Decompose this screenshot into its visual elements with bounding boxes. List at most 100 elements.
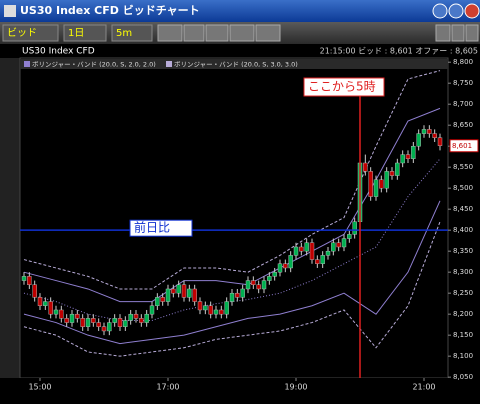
- candle-body: [187, 288, 192, 298]
- candle-body: [176, 284, 181, 294]
- period-select[interactable]: [63, 24, 107, 42]
- y-tick-label: 8,050: [453, 373, 473, 381]
- tool-button[interactable]: [451, 24, 465, 42]
- candle-body: [325, 250, 331, 256]
- candle-body: [91, 318, 96, 323]
- candle-body: [405, 154, 411, 159]
- candle-body: [379, 179, 384, 189]
- info-bar: [0, 44, 480, 58]
- candle-body: [75, 313, 80, 319]
- x-tick-label: 15:00: [28, 383, 51, 392]
- candle-body: [293, 246, 299, 256]
- x-tick-label: 21:00: [412, 383, 435, 392]
- y-tick-label: 8,100: [453, 352, 473, 360]
- last-price-box: [449, 139, 479, 153]
- period: 1日: [68, 28, 84, 39]
- y-tick-label: 8,700: [453, 100, 473, 108]
- candle-body: [213, 309, 219, 315]
- price-type: ビッド: [7, 27, 37, 39]
- candle-body: [144, 313, 149, 323]
- candle-body: [192, 288, 197, 302]
- candle-body: [117, 318, 123, 327]
- symbol: US30 Index CFD: [22, 47, 95, 57]
- price-type-select[interactable]: [2, 24, 59, 42]
- y-tick-label: 8,250: [453, 289, 473, 297]
- reference-label: 前日比: [134, 220, 170, 235]
- window-button[interactable]: [448, 3, 464, 19]
- candle-body: [53, 309, 59, 315]
- tool-button[interactable]: [255, 24, 281, 42]
- window-buttons[interactable]: [432, 3, 480, 19]
- candle-body: [69, 313, 75, 323]
- candle-body: [128, 313, 133, 321]
- candle-body: [363, 162, 368, 172]
- candle-body: [341, 238, 347, 248]
- candle-body: [37, 297, 43, 306]
- candle-body: [368, 171, 373, 197]
- marker-label: ここから5時: [308, 80, 376, 94]
- candle-body: [427, 129, 432, 134]
- candle-body: [107, 322, 112, 332]
- interval-select[interactable]: [111, 24, 153, 42]
- app-icon: [4, 5, 16, 17]
- candle-body: [133, 313, 139, 319]
- x-tick-label: 19:00: [284, 383, 307, 392]
- reference-label-box: [129, 219, 193, 237]
- candle-body: [261, 280, 267, 290]
- candle-body: [352, 221, 357, 235]
- y-tick-label: 8,300: [453, 268, 473, 276]
- legend-swatch: [166, 61, 172, 67]
- candle-body: [203, 305, 208, 311]
- candle-body: [277, 263, 283, 273]
- candle-body: [21, 276, 27, 281]
- candle-body: [331, 242, 336, 252]
- candle-body: [299, 246, 304, 252]
- candle-body: [395, 162, 400, 176]
- window-button[interactable]: [432, 3, 448, 19]
- y-tick-label: 8,750: [453, 79, 473, 87]
- legend-bar: [20, 59, 448, 69]
- quote: 21:15:00 ビッド : 8,601 オファー : 8,605: [320, 47, 478, 56]
- legend-entry: ボリンジャー・バンド (20.0, S, 3.0, 3.0): [174, 61, 298, 69]
- candle-body: [155, 297, 160, 306]
- tool-button[interactable]: [435, 24, 451, 42]
- candle-body: [315, 259, 320, 264]
- tool-button[interactable]: [183, 24, 205, 42]
- legend-entry: ボリンジャー・バンド (20.0, S, 2.0, 2.0): [32, 61, 156, 69]
- candle-body: [437, 137, 443, 146]
- tool-button[interactable]: [157, 24, 183, 42]
- y-tick-label: 8,450: [453, 205, 473, 213]
- candle-body: [235, 292, 240, 298]
- y-tick-label: 8,350: [453, 247, 473, 255]
- tool-button[interactable]: [465, 24, 479, 42]
- candle-body: [421, 129, 427, 134]
- y-tick-label: 8,800: [453, 58, 473, 66]
- candle-body: [80, 318, 85, 327]
- candle-body: [171, 288, 176, 294]
- candle-body: [101, 326, 107, 332]
- candle-body: [416, 133, 421, 147]
- candle-body: [309, 242, 315, 260]
- candle-body: [43, 301, 48, 306]
- candle-body: [32, 284, 37, 298]
- candle-body: [245, 280, 251, 290]
- candle-body: [27, 276, 32, 285]
- candle-body: [160, 297, 165, 302]
- tool-button[interactable]: [205, 24, 229, 42]
- x-axis-area: [0, 378, 480, 400]
- legend-swatch: [24, 61, 30, 67]
- candle-body: [336, 242, 341, 248]
- close-button[interactable]: [464, 3, 480, 19]
- tool-buttons[interactable]: [157, 24, 479, 42]
- tool-button[interactable]: [229, 24, 255, 42]
- y-tick-label: 8,550: [453, 163, 473, 171]
- candle-body: [411, 145, 416, 159]
- candle-body: [64, 318, 69, 323]
- y-tick-label: 8,150: [453, 331, 473, 339]
- candle-body: [229, 292, 235, 302]
- interval: 5m: [116, 28, 132, 39]
- candle-body: [219, 309, 224, 315]
- candle-body: [267, 276, 272, 281]
- candle-body: [256, 284, 261, 290]
- x-tick-label: 17:00: [156, 383, 179, 392]
